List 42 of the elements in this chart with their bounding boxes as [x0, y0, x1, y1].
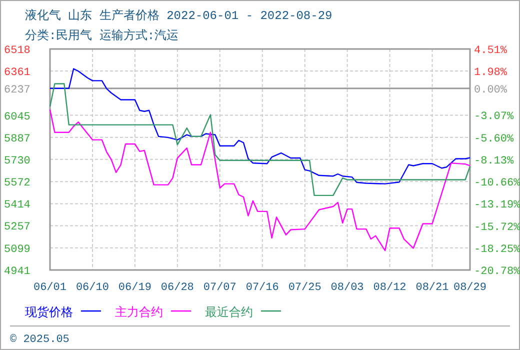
x-tick-label: 06/28: [160, 282, 194, 294]
y2-tick-label: -8.13%: [474, 155, 514, 168]
x-tick-label: 08/03: [330, 282, 364, 294]
y2-tick-label: -18.25%: [474, 244, 520, 256]
y-tick-label: 4941: [4, 266, 31, 278]
chart-subtitle: 分类:民用气 运输方式:汽运: [25, 28, 179, 43]
line-series: [49, 83, 471, 196]
x-tick-label: 08/12: [373, 282, 406, 294]
x-tick-label: 07/25: [288, 282, 322, 294]
y-tick-label: 5572: [4, 178, 30, 190]
y2-tick-label: -5.60%: [474, 133, 514, 146]
y-tick-label: 6045: [4, 111, 30, 124]
line-series: [49, 68, 471, 184]
legend-label: 最近合约: [205, 306, 253, 320]
y2-tick-label: 4.51%: [474, 45, 508, 57]
y2-tick-label: 0.00%: [474, 84, 508, 96]
y-tick-label: 5887: [4, 133, 30, 146]
chart-title: 液化气 山东 生产者价格 2022-06-01 - 2022-08-29: [25, 8, 332, 23]
x-tick-label: 06/01: [33, 282, 67, 294]
y-tick-label: 6361: [4, 67, 31, 79]
x-tick-label: 08/29: [453, 282, 487, 294]
x-tick-label: 07/16: [246, 282, 279, 294]
y2-tick-label: -3.07%: [474, 111, 514, 124]
legend-label: 现货价格: [25, 306, 73, 320]
y-tick-label: 5099: [4, 244, 30, 256]
y-tick-label: 5257: [4, 222, 30, 234]
y-tick-label: 5730: [4, 155, 30, 168]
legend-label: 主力合约: [115, 305, 163, 320]
y2-tick-label: 1.98%: [474, 67, 508, 80]
x-tick-label: 06/10: [76, 282, 109, 294]
x-tick-label: 07/07: [203, 282, 236, 294]
y-tick-label: 5414: [4, 200, 31, 212]
line-series: [49, 109, 471, 252]
y2-tick-label: -15.72%: [474, 222, 520, 234]
text: © 2025.05: [10, 334, 70, 346]
x-tick-label: 06/19: [118, 282, 152, 294]
y2-tick-label: -20.78%: [474, 266, 520, 278]
x-tick-label: 08/21: [416, 282, 450, 294]
y2-tick-label: -10.66%: [474, 178, 520, 190]
y2-tick-label: -13.19%: [474, 200, 520, 212]
y-tick-label: 6518: [4, 45, 30, 57]
y-tick-label: 6237: [4, 84, 30, 96]
